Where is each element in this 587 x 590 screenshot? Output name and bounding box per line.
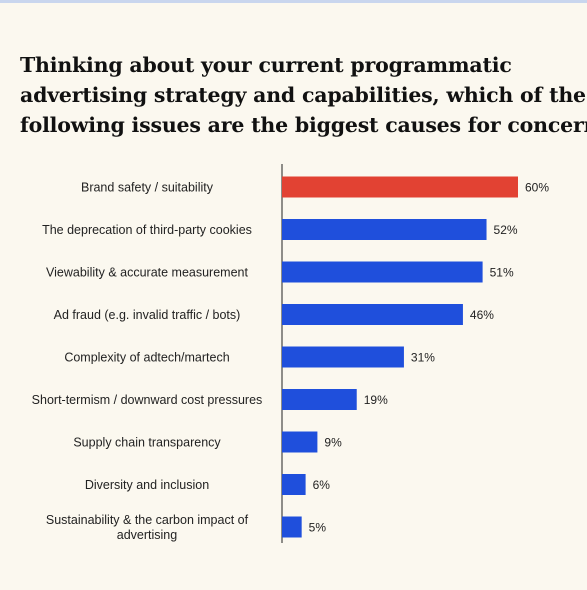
category-label-3: Ad fraud (e.g. invalid traffic / bots) — [54, 308, 241, 322]
top-border — [0, 0, 587, 3]
value-label-3: 46% — [470, 308, 494, 322]
value-label-0: 60% — [525, 181, 549, 195]
value-label-6: 9% — [324, 436, 342, 450]
bar-chart: 60% Brand safety / suitability 52% The depr… — [32, 164, 549, 543]
category-label-7: Diversity and inclusion — [85, 478, 209, 492]
value-label-7: 6% — [313, 478, 331, 492]
category-label-1: The deprecation of third-party cookies — [42, 223, 252, 237]
value-label-4: 31% — [411, 351, 435, 365]
category-label-7-line-0: Diversity and inclusion — [85, 478, 209, 492]
bar-0 — [282, 176, 518, 198]
category-label-3-line-0: Ad fraud (e.g. invalid traffic / bots) — [54, 308, 241, 322]
category-label-0-line-0: Brand safety / suitability — [81, 181, 214, 195]
category-label-6: Supply chain transparency — [73, 436, 221, 450]
category-label-4-line-0: Complexity of adtech/martech — [64, 351, 229, 365]
category-label-8-line-1: advertising — [117, 528, 177, 542]
bar-2 — [282, 261, 483, 283]
value-label-1: 52% — [494, 223, 518, 237]
bar-8 — [282, 516, 302, 538]
bar-4 — [282, 346, 404, 368]
chart-title-line-2: advertising strategy and capabilities, w… — [20, 83, 586, 107]
category-label-8: Sustainability & the carbon impact of adv… — [46, 513, 249, 542]
value-label-8: 5% — [309, 521, 327, 535]
category-label-6-line-0: Supply chain transparency — [73, 436, 221, 450]
bar-6 — [282, 431, 318, 453]
category-label-2-line-0: Viewability & accurate measurement — [46, 266, 248, 280]
category-label-0: Brand safety / suitability — [81, 181, 214, 195]
value-label-5: 19% — [364, 393, 388, 407]
bar-7 — [282, 474, 306, 495]
bars-group: 60% Brand safety / suitability 52% The depr… — [32, 176, 549, 542]
chart-title-line-1: Thinking about your current programmatic — [20, 53, 512, 77]
category-label-4: Complexity of adtech/martech — [64, 351, 229, 365]
value-label-2: 51% — [490, 266, 514, 280]
category-label-1-line-0: The deprecation of third-party cookies — [42, 223, 252, 237]
category-label-5: Short-termism / downward cost pressures — [32, 393, 263, 407]
category-label-5-line-0: Short-termism / downward cost pressures — [32, 393, 263, 407]
chart-title-line-3: following issues are the biggest causes … — [20, 113, 587, 137]
chart-title: Thinking about your current programmatic… — [20, 50, 587, 140]
category-label-2: Viewability & accurate measurement — [46, 266, 248, 280]
bar-5 — [282, 389, 357, 410]
bar-3 — [282, 304, 463, 325]
category-label-8-line-0: Sustainability & the carbon impact of — [46, 513, 249, 527]
bar-1 — [282, 219, 487, 240]
